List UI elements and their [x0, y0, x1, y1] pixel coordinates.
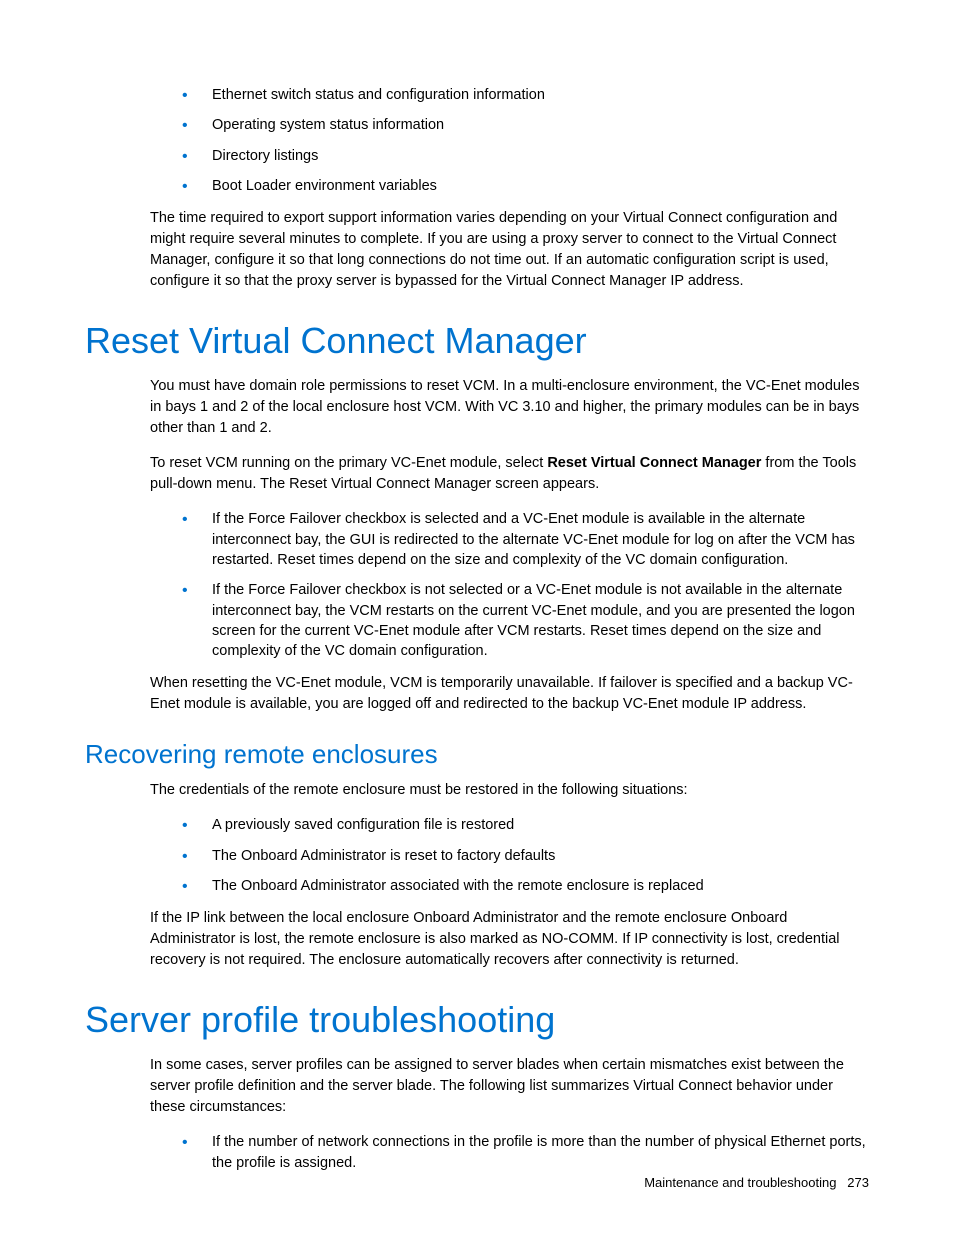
- bold-text: Reset Virtual Connect Manager: [547, 455, 761, 471]
- top-bullet-list: Ethernet switch status and configuration…: [182, 85, 869, 196]
- list-item: Ethernet switch status and configuration…: [182, 85, 869, 105]
- paragraph: To reset VCM running on the primary VC-E…: [150, 453, 869, 495]
- footer-label: Maintenance and troubleshooting: [644, 1175, 836, 1190]
- paragraph: You must have domain role permissions to…: [150, 376, 869, 439]
- heading-recovering: Recovering remote enclosures: [85, 739, 869, 770]
- recover-bullet-list: A previously saved configuration file is…: [182, 815, 869, 896]
- list-item: The Onboard Administrator is reset to fa…: [182, 846, 869, 866]
- paragraph: If the IP link between the local enclosu…: [150, 908, 869, 971]
- reset-content: You must have domain role permissions to…: [150, 376, 869, 715]
- list-item: A previously saved configuration file is…: [182, 815, 869, 835]
- document-page: Ethernet switch status and configuration…: [0, 0, 954, 1235]
- page-number: 273: [847, 1175, 869, 1190]
- text-run: To reset VCM running on the primary VC-E…: [150, 455, 547, 471]
- paragraph: The credentials of the remote enclosure …: [150, 780, 869, 801]
- list-item: If the Force Failover checkbox is select…: [182, 509, 869, 570]
- reset-bullet-list: If the Force Failover checkbox is select…: [182, 509, 869, 661]
- list-item: Operating system status information: [182, 115, 869, 135]
- server-bullet-list: If the number of network connections in …: [182, 1132, 869, 1173]
- recover-content: The credentials of the remote enclosure …: [150, 780, 869, 971]
- list-item: If the Force Failover checkbox is not se…: [182, 580, 869, 661]
- list-item: If the number of network connections in …: [182, 1132, 869, 1173]
- list-item: Directory listings: [182, 146, 869, 166]
- heading-reset-vcm: Reset Virtual Connect Manager: [85, 320, 869, 362]
- server-content: In some cases, server profiles can be as…: [150, 1055, 869, 1173]
- paragraph: The time required to export support info…: [150, 208, 869, 292]
- heading-server-profile: Server profile troubleshooting: [85, 999, 869, 1041]
- list-item: Boot Loader environment variables: [182, 176, 869, 196]
- paragraph: When resetting the VC-Enet module, VCM i…: [150, 673, 869, 715]
- list-item: The Onboard Administrator associated wit…: [182, 876, 869, 896]
- page-footer: Maintenance and troubleshooting 273: [644, 1175, 869, 1190]
- top-section: Ethernet switch status and configuration…: [150, 85, 869, 292]
- paragraph: In some cases, server profiles can be as…: [150, 1055, 869, 1118]
